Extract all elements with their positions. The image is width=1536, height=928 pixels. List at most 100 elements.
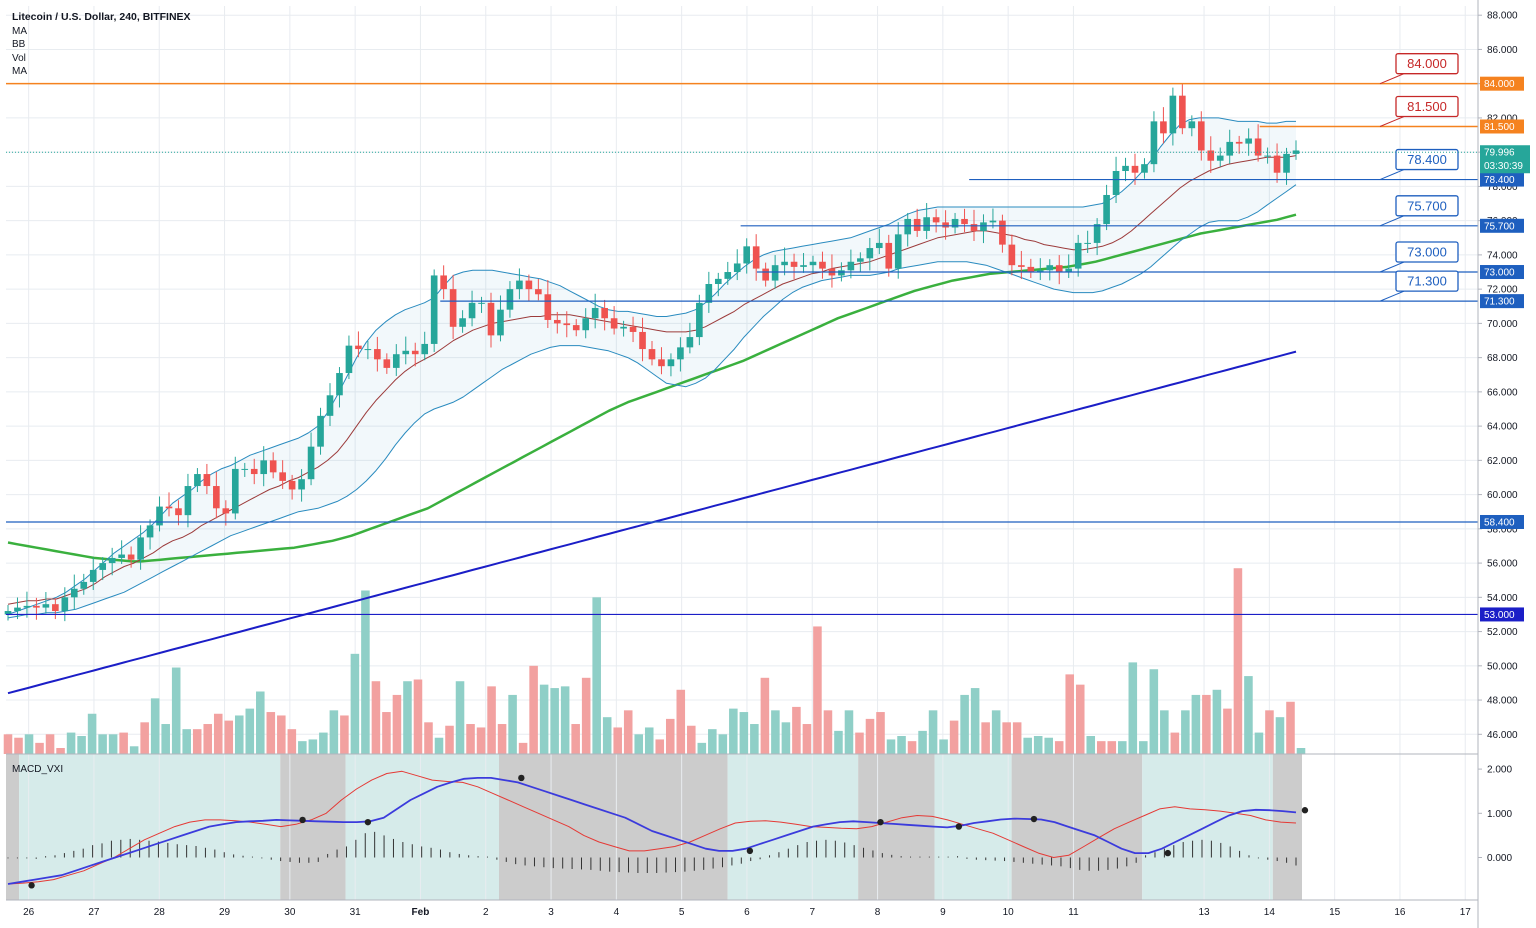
level-78.400-badge bbox=[1480, 172, 1524, 187]
volume-bar bbox=[308, 739, 318, 754]
candle-body bbox=[572, 325, 580, 331]
volume-bar bbox=[855, 732, 864, 754]
candle bbox=[932, 209, 940, 233]
candle bbox=[364, 341, 372, 360]
candle-body bbox=[705, 284, 713, 303]
legend-indicator-ma-2[interactable]: MA bbox=[12, 66, 27, 77]
level-84.000-badge-label: 84.000 bbox=[1484, 79, 1515, 90]
candle-body bbox=[279, 472, 286, 481]
time-tick-label: 6 bbox=[744, 907, 750, 918]
volume-bar bbox=[487, 686, 496, 754]
candle bbox=[752, 234, 760, 281]
candle-body bbox=[80, 581, 88, 589]
candle-body bbox=[23, 605, 31, 608]
candle-body bbox=[857, 258, 864, 262]
candle-body bbox=[42, 604, 50, 608]
candle bbox=[819, 251, 826, 279]
legend-indicator-ma[interactable]: MA bbox=[12, 25, 27, 37]
volume-bar bbox=[1223, 708, 1232, 754]
volume-bar bbox=[350, 653, 360, 754]
candle-body bbox=[468, 302, 476, 319]
volume-bar bbox=[277, 715, 286, 754]
volume-bar bbox=[781, 722, 791, 754]
candle bbox=[33, 597, 40, 620]
volume-bar bbox=[539, 684, 549, 754]
candle bbox=[1027, 258, 1035, 279]
candle bbox=[108, 547, 116, 576]
level-84.000-badge bbox=[1480, 76, 1524, 91]
candle-body bbox=[1093, 224, 1101, 243]
volume-bar bbox=[834, 730, 843, 754]
legend-indicator-vol[interactable]: Vol bbox=[12, 52, 26, 64]
candle bbox=[705, 271, 713, 313]
volume-bar bbox=[87, 713, 97, 754]
volume-bar bbox=[718, 734, 728, 754]
candle-body bbox=[383, 359, 391, 368]
candle-body bbox=[1008, 244, 1016, 266]
time-tick-label: 17 bbox=[1460, 907, 1472, 918]
candle bbox=[999, 214, 1006, 253]
candle-body bbox=[961, 218, 968, 225]
volume-bar bbox=[771, 710, 780, 754]
candle bbox=[1160, 107, 1167, 144]
time-tick-label: 2 bbox=[483, 907, 489, 918]
callout-box-81.500 bbox=[1395, 95, 1459, 118]
candle-body bbox=[1074, 242, 1082, 269]
time-tick-label: 27 bbox=[88, 907, 100, 918]
candle-body bbox=[809, 261, 817, 266]
macd-tick-label: 1.000 bbox=[1487, 809, 1512, 820]
candle bbox=[809, 255, 817, 274]
volume-bar bbox=[550, 688, 559, 754]
volume-bar bbox=[1265, 710, 1274, 754]
volume-bar bbox=[1118, 741, 1127, 754]
volume-bar bbox=[140, 722, 149, 754]
volume-bar bbox=[1096, 741, 1106, 754]
price-tick-label: 74.000 bbox=[1487, 250, 1518, 261]
candle-body bbox=[392, 354, 400, 368]
candle-body bbox=[904, 218, 912, 235]
volume-bar bbox=[382, 712, 391, 754]
candle-body bbox=[1188, 121, 1196, 129]
candle bbox=[696, 294, 703, 346]
candle bbox=[1008, 234, 1016, 276]
callout-pointer bbox=[1379, 261, 1405, 273]
candle bbox=[1264, 147, 1271, 164]
volume-bar bbox=[192, 729, 202, 754]
candle-body bbox=[506, 289, 514, 310]
candle-body bbox=[52, 604, 59, 612]
candle bbox=[1273, 143, 1281, 183]
macd-region-bull bbox=[727, 754, 859, 900]
macd-cross-dot bbox=[1030, 815, 1038, 823]
volume-bar bbox=[813, 626, 822, 754]
volume-bar bbox=[802, 724, 812, 754]
candle-body bbox=[648, 349, 656, 360]
volume-bar bbox=[56, 747, 65, 754]
volume-bar bbox=[1044, 737, 1053, 754]
price-tick-label: 70.000 bbox=[1487, 319, 1518, 330]
candle-body bbox=[1084, 242, 1091, 244]
candle-body bbox=[714, 278, 722, 285]
volume-bar bbox=[35, 742, 44, 754]
volume-bar bbox=[1107, 741, 1117, 754]
volume-bar bbox=[150, 698, 160, 754]
candle-body bbox=[639, 331, 646, 350]
candle-body bbox=[317, 415, 324, 447]
candle-body bbox=[771, 265, 779, 281]
candle-body bbox=[146, 525, 154, 538]
candle bbox=[80, 573, 88, 595]
volume-bar bbox=[897, 736, 906, 754]
legend-indicator-bb[interactable]: BB bbox=[12, 39, 26, 50]
volume-bar bbox=[529, 665, 538, 754]
candle bbox=[374, 336, 381, 372]
price-tick-label: 78.000 bbox=[1487, 182, 1518, 193]
macd-tick-label: 2.000 bbox=[1487, 765, 1512, 776]
callout-box-71.300 bbox=[1395, 270, 1459, 292]
candle bbox=[1150, 111, 1158, 173]
time-tick-label: 28 bbox=[154, 907, 166, 918]
volume-bar bbox=[119, 732, 128, 754]
candle-body bbox=[355, 345, 362, 350]
candle-body bbox=[667, 359, 675, 367]
candle bbox=[1216, 147, 1224, 167]
volume-bar bbox=[1244, 676, 1253, 754]
